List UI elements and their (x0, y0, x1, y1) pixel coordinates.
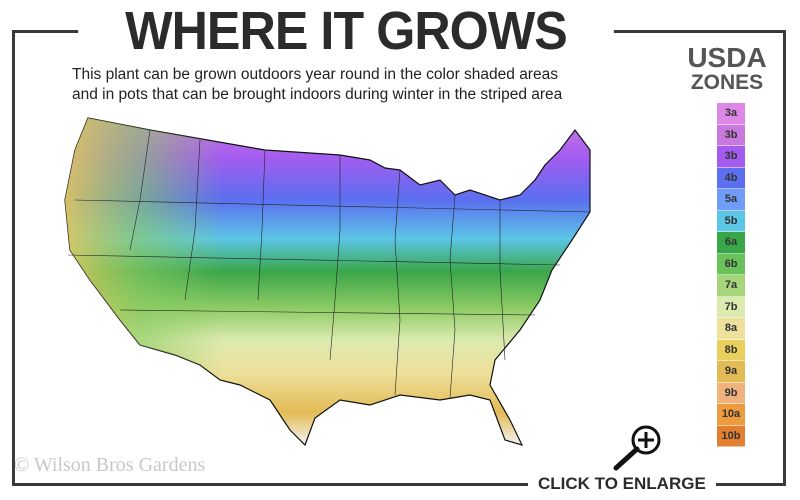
magnifier-plus-icon[interactable] (606, 422, 666, 472)
legend-zone-7b: 7b (717, 296, 745, 318)
legend-zone-3b: 3b (717, 124, 745, 146)
legend-zone-4b: 4b (717, 167, 745, 189)
legend-title: USDA ZONES (682, 44, 772, 94)
copyright-watermark: © Wilson Bros Gardens (14, 454, 206, 476)
legend-zone-10a: 10a (717, 404, 745, 426)
legend-zone-9b: 9b (717, 382, 745, 404)
legend-zone-5a: 5a (717, 189, 745, 211)
zone-legend: 3a 3b 3b 4b 5a 5b 6a 6b 7a 7b 8a 8b 9a 9b 10a 10b (717, 103, 745, 447)
page-title: WHERE IT GROWS (78, 2, 614, 60)
legend-zone-3b: 3b (717, 146, 745, 168)
legend-title-usda: USDA (687, 42, 767, 73)
legend-zone-6b: 6b (717, 253, 745, 275)
legend-zone-9a: 9a (717, 361, 745, 383)
legend-zone-6a: 6a (717, 232, 745, 254)
click-to-enlarge-button[interactable]: CLICK TO ENLARGE (528, 474, 716, 494)
legend-zone-8a: 8a (717, 318, 745, 340)
legend-zone-3a: 3a (717, 103, 745, 125)
west-coast-zones (65, 118, 590, 445)
legend-zone-8b: 8b (717, 339, 745, 361)
state-borders (67, 129, 591, 399)
legend-title-zones: ZONES (690, 71, 764, 94)
legend-zone-7a: 7a (717, 275, 745, 297)
subtitle-line-1: This plant can be grown outdoors year ro… (72, 66, 558, 83)
legend-zone-10b: 10b (717, 425, 745, 447)
legend-zone-5b: 5b (717, 210, 745, 232)
subtitle-line-2: and in pots that can be brought indoors … (72, 86, 563, 103)
usda-zone-map[interactable] (55, 105, 615, 455)
